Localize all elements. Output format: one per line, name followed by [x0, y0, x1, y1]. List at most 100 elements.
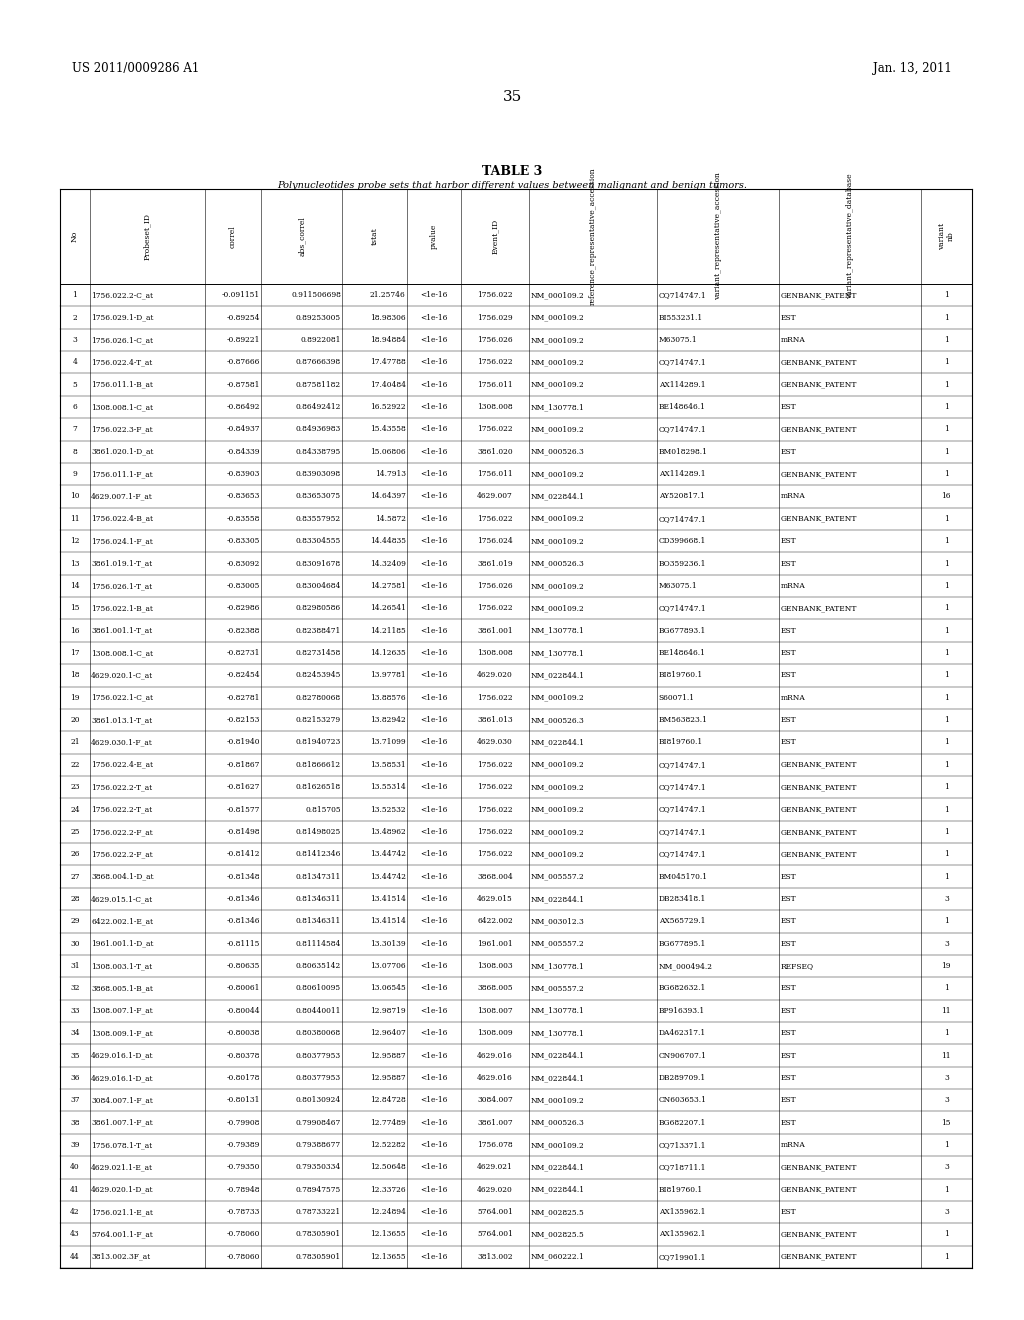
- Text: 1756.022.2-T_at: 1756.022.2-T_at: [91, 805, 153, 813]
- Text: 0.83903098: 0.83903098: [296, 470, 341, 478]
- Text: 1756.026: 1756.026: [477, 582, 513, 590]
- Text: <1e-16: <1e-16: [421, 940, 447, 948]
- Text: 13.97781: 13.97781: [370, 672, 406, 680]
- Text: GENBANK_PATENT: GENBANK_PATENT: [780, 1253, 857, 1261]
- Text: 35: 35: [70, 1052, 80, 1060]
- Text: NM_005557.2: NM_005557.2: [530, 873, 584, 880]
- Text: 6: 6: [73, 403, 77, 411]
- Text: 12.13655: 12.13655: [370, 1253, 406, 1261]
- Text: NM_002825.5: NM_002825.5: [530, 1208, 584, 1216]
- Text: 0.80610095: 0.80610095: [296, 985, 341, 993]
- Text: 4629.020.1-C_at: 4629.020.1-C_at: [91, 672, 154, 680]
- Text: 0.82731458: 0.82731458: [296, 649, 341, 657]
- Text: -0.81867: -0.81867: [226, 760, 260, 768]
- Text: 4629.021: 4629.021: [477, 1163, 513, 1171]
- Text: EST: EST: [780, 649, 796, 657]
- Text: -0.81940: -0.81940: [226, 738, 260, 746]
- Text: <1e-16: <1e-16: [421, 560, 447, 568]
- Text: 3: 3: [944, 1074, 948, 1082]
- Text: 5: 5: [73, 380, 77, 388]
- Text: -0.81498: -0.81498: [226, 828, 260, 836]
- Text: 1756.029: 1756.029: [477, 314, 513, 322]
- Text: 24: 24: [70, 805, 80, 813]
- Text: 5764.001: 5764.001: [477, 1208, 513, 1216]
- Text: <1e-16: <1e-16: [421, 850, 447, 858]
- Text: EST: EST: [780, 1074, 796, 1082]
- Text: 13.44742: 13.44742: [370, 873, 406, 880]
- Text: NM_130778.1: NM_130778.1: [530, 962, 584, 970]
- Text: GENBANK_PATENT: GENBANK_PATENT: [780, 1185, 857, 1193]
- Text: 1: 1: [944, 1253, 948, 1261]
- Text: 32: 32: [70, 985, 80, 993]
- Text: -0.84937: -0.84937: [226, 425, 260, 433]
- Text: 3861.013: 3861.013: [477, 715, 513, 725]
- Text: -0.83092: -0.83092: [226, 560, 260, 568]
- Text: 12.77489: 12.77489: [370, 1118, 406, 1127]
- Text: 1308.003: 1308.003: [477, 962, 513, 970]
- Text: 35: 35: [503, 90, 521, 104]
- Text: EST: EST: [780, 627, 796, 635]
- Text: NM_003012.3: NM_003012.3: [530, 917, 584, 925]
- Text: BM018298.1: BM018298.1: [658, 447, 708, 455]
- Text: 1756.078: 1756.078: [477, 1140, 513, 1148]
- Text: 4629.016: 4629.016: [477, 1052, 513, 1060]
- Text: -0.81348: -0.81348: [226, 873, 260, 880]
- Text: 13.55314: 13.55314: [370, 783, 406, 791]
- Text: -0.86492: -0.86492: [226, 403, 260, 411]
- Text: 1: 1: [944, 582, 948, 590]
- Text: -0.82388: -0.82388: [226, 627, 260, 635]
- Text: <1e-16: <1e-16: [421, 694, 447, 702]
- Text: 0.81498025: 0.81498025: [296, 828, 341, 836]
- Text: EST: EST: [780, 985, 796, 993]
- Text: EST: EST: [780, 537, 796, 545]
- Text: -0.82153: -0.82153: [226, 715, 260, 725]
- Text: <1e-16: <1e-16: [421, 1118, 447, 1127]
- Text: 1756.078.1-T_at: 1756.078.1-T_at: [91, 1140, 153, 1148]
- Text: 13.41514: 13.41514: [370, 917, 406, 925]
- Text: abs_correl: abs_correl: [298, 216, 306, 256]
- Text: <1e-16: <1e-16: [421, 895, 447, 903]
- Text: 1756.022: 1756.022: [477, 850, 513, 858]
- Text: <1e-16: <1e-16: [421, 1185, 447, 1193]
- Text: 31: 31: [70, 962, 80, 970]
- Text: 7: 7: [73, 425, 77, 433]
- Text: <1e-16: <1e-16: [421, 1074, 447, 1082]
- Text: 3084.007.1-F_at: 3084.007.1-F_at: [91, 1097, 153, 1105]
- Text: 14.27581: 14.27581: [370, 582, 406, 590]
- Text: <1e-16: <1e-16: [421, 962, 447, 970]
- Text: -0.78060: -0.78060: [226, 1253, 260, 1261]
- Text: 28: 28: [70, 895, 80, 903]
- Text: 3868.005.1-B_at: 3868.005.1-B_at: [91, 985, 154, 993]
- Text: S60071.1: S60071.1: [658, 694, 694, 702]
- Text: 4629.020.1-D_at: 4629.020.1-D_at: [91, 1185, 154, 1193]
- Text: <1e-16: <1e-16: [421, 649, 447, 657]
- Text: 25: 25: [70, 828, 80, 836]
- Text: BG677895.1: BG677895.1: [658, 940, 706, 948]
- Text: <1e-16: <1e-16: [421, 917, 447, 925]
- Text: 1756.022: 1756.022: [477, 828, 513, 836]
- Text: mRNA: mRNA: [780, 335, 805, 345]
- Text: BM563823.1: BM563823.1: [658, 715, 708, 725]
- Text: 41: 41: [70, 1185, 80, 1193]
- Text: 1: 1: [944, 1185, 948, 1193]
- Text: 18: 18: [70, 672, 80, 680]
- Text: 0.81626518: 0.81626518: [296, 783, 341, 791]
- Text: tstat: tstat: [371, 227, 379, 246]
- Text: 1756.022.1-B_at: 1756.022.1-B_at: [91, 605, 154, 612]
- Text: 11: 11: [942, 1052, 951, 1060]
- Text: 1756.022: 1756.022: [477, 515, 513, 523]
- Text: NM_000526.3: NM_000526.3: [530, 560, 584, 568]
- Text: 1: 1: [944, 425, 948, 433]
- Text: <1e-16: <1e-16: [421, 314, 447, 322]
- Text: BE148646.1: BE148646.1: [658, 403, 706, 411]
- Text: 30: 30: [70, 940, 80, 948]
- Text: -0.79389: -0.79389: [226, 1140, 260, 1148]
- Text: 0.80377953: 0.80377953: [296, 1074, 341, 1082]
- Text: -0.81412: -0.81412: [226, 850, 260, 858]
- Text: 4629.030.1-F_at: 4629.030.1-F_at: [91, 738, 153, 746]
- Text: EST: EST: [780, 1030, 796, 1038]
- Text: NM_022844.1: NM_022844.1: [530, 895, 585, 903]
- Text: <1e-16: <1e-16: [421, 715, 447, 725]
- Text: 4629.021.1-E_at: 4629.021.1-E_at: [91, 1163, 154, 1171]
- Text: 1756.024.1-F_at: 1756.024.1-F_at: [91, 537, 153, 545]
